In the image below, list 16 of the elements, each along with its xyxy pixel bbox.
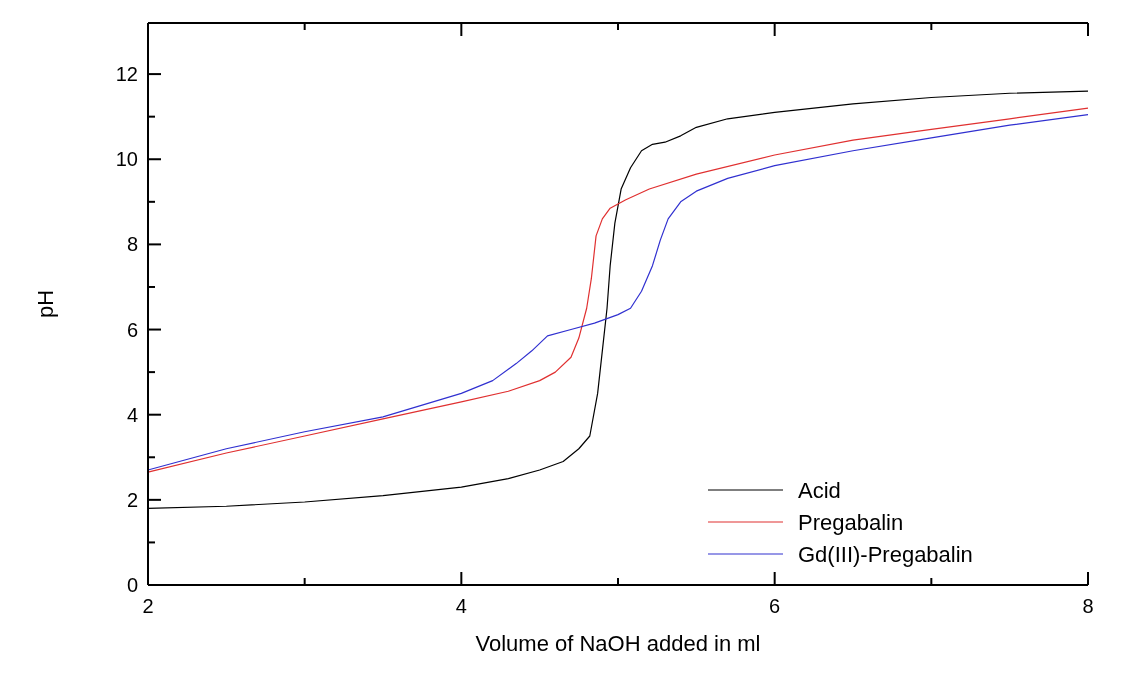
x-tick-label: 8 (1082, 595, 1094, 617)
legend-label: Acid (798, 477, 841, 503)
y-tick-label: 10 (115, 148, 138, 171)
y-tick-label: 8 (126, 233, 138, 256)
legend-label: Pregabalin (798, 509, 904, 535)
y-tick-label: 2 (126, 488, 138, 511)
y-tick-label: 4 (126, 403, 138, 426)
legend-label: Gd(III)-Pregabalin (798, 541, 973, 567)
y-tick-label: 12 (115, 63, 138, 86)
x-tick-label: 4 (455, 595, 467, 617)
y-tick-label: 6 (126, 318, 138, 341)
y-axis-title: pH (33, 289, 58, 319)
x-tick-label: 2 (142, 595, 154, 617)
x-tick-label: 6 (769, 595, 781, 617)
x-axis-title: Volume of NaOH added in ml (475, 631, 761, 656)
y-tick-label: 0 (126, 574, 138, 596)
